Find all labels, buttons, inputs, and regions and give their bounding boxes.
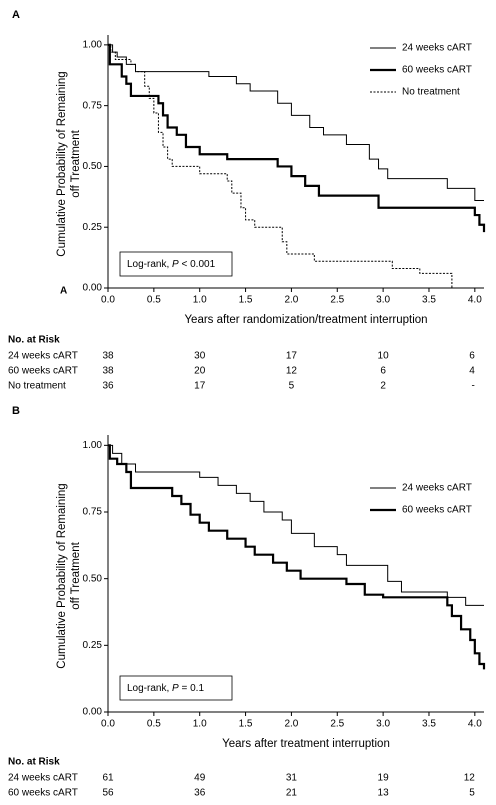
risk-table-title: No. at Risk [8, 335, 60, 346]
y-axis-label: off Treatment [70, 541, 82, 609]
risk-table-title: No. at Risk [8, 757, 60, 768]
x-tick-label: 2.5 [330, 295, 344, 306]
y-tick-label: 0.50 [83, 573, 103, 584]
x-tick-label: 0.0 [101, 719, 115, 730]
x-tick-label: 0.5 [147, 719, 161, 730]
y-tick-label: 0.00 [83, 707, 103, 718]
risk-count: 5 [289, 381, 295, 392]
y-axis-label: Cumulative Probability of Remaining [56, 71, 68, 256]
legend-label: 24 weeks cART [402, 483, 472, 494]
risk-row-label: 24 weeks cART [8, 351, 78, 362]
x-tick-label: 3.0 [376, 719, 390, 730]
annotation-box [119, 675, 233, 701]
risk-count: 31 [286, 773, 298, 784]
risk-count: 19 [378, 773, 390, 784]
annotation: Log-rank, P < 0.001 [127, 259, 216, 270]
risk-row-label: 24 weeks cART [8, 773, 78, 784]
risk-count: - [471, 381, 474, 392]
risk-count: 56 [102, 788, 114, 799]
risk-count: 38 [102, 366, 114, 377]
risk-count: 49 [194, 773, 206, 784]
x-tick-label: 2.0 [284, 295, 298, 306]
y-tick-label: 0.75 [83, 100, 103, 111]
legend-label: 60 weeks cART [402, 505, 472, 516]
survival-curve [108, 44, 484, 201]
annotation-part: P [172, 683, 179, 694]
risk-row-label: 60 weeks cART [8, 366, 78, 377]
risk-count: 61 [102, 773, 114, 784]
risk-count: 21 [286, 788, 298, 799]
annotation: Log-rank, P = 0.1 [127, 683, 204, 694]
x-tick-label: 3.5 [422, 719, 436, 730]
y-tick-label: 1.00 [83, 40, 103, 51]
x-tick-label: 2.0 [284, 719, 298, 730]
risk-count: 36 [194, 788, 206, 799]
annotation-part: < 0.001 [179, 259, 216, 270]
risk-count: 6 [380, 366, 386, 377]
risk-row-label: 60 weeks cART [8, 788, 78, 799]
annotation-part: = 0.1 [179, 683, 205, 694]
x-tick-label: 4.0 [468, 719, 482, 730]
risk-row-label: No treatment [8, 381, 66, 392]
risk-count: 6 [469, 351, 475, 362]
annotation-part: P [172, 259, 179, 270]
y-tick-label: 0.25 [83, 222, 103, 233]
x-tick-label: 3.5 [422, 295, 436, 306]
risk-count: 17 [194, 381, 206, 392]
panel-label: B [12, 405, 20, 417]
y-axis-label: Cumulative Probability of Remaining [56, 483, 68, 668]
y-axis-label: off Treatment [70, 129, 82, 197]
survival-curve [108, 43, 486, 233]
x-tick-label: 1.0 [193, 295, 207, 306]
y-tick-label: 0.00 [83, 283, 103, 294]
y-tick-label: 0.25 [83, 640, 103, 651]
x-axis-label: Years after treatment interruption [222, 738, 390, 750]
y-tick-label: 1.00 [83, 440, 103, 451]
risk-count: 5 [469, 788, 475, 799]
y-tick-label: 0.75 [83, 507, 103, 518]
x-tick-label: 3.0 [376, 295, 390, 306]
panel-label: A [12, 9, 20, 21]
risk-count: 20 [194, 366, 206, 377]
risk-count: 12 [464, 773, 476, 784]
x-tick-label: 1.5 [239, 719, 253, 730]
survival-curve [108, 444, 486, 670]
legend-label: No treatment [402, 87, 460, 98]
annotation-part: Log-rank, [127, 259, 172, 270]
risk-count: 4 [469, 366, 475, 377]
risk-count: 10 [378, 351, 390, 362]
legend-label: 60 weeks cART [402, 65, 472, 76]
risk-count: 17 [286, 351, 298, 362]
risk-count: 13 [378, 788, 390, 799]
panel-label: A [60, 286, 67, 297]
y-tick-label: 0.50 [83, 161, 103, 172]
survival-curve [108, 444, 484, 606]
risk-count: 36 [102, 381, 114, 392]
x-tick-label: 1.0 [193, 719, 207, 730]
legend-label: 24 weeks cART [402, 43, 472, 54]
annotation-box [119, 251, 233, 277]
risk-count: 30 [194, 351, 206, 362]
annotation-part: Log-rank, [127, 683, 172, 694]
risk-count: 38 [102, 351, 114, 362]
x-tick-label: 0.5 [147, 295, 161, 306]
risk-count: 2 [380, 381, 386, 392]
survival-curve [108, 44, 453, 288]
x-tick-label: 0.0 [101, 295, 115, 306]
x-axis-label: Years after randomization/treatment inte… [184, 314, 427, 326]
x-tick-label: 4.0 [468, 295, 482, 306]
x-tick-label: 2.5 [330, 719, 344, 730]
x-tick-label: 1.5 [239, 295, 253, 306]
risk-count: 12 [286, 366, 298, 377]
